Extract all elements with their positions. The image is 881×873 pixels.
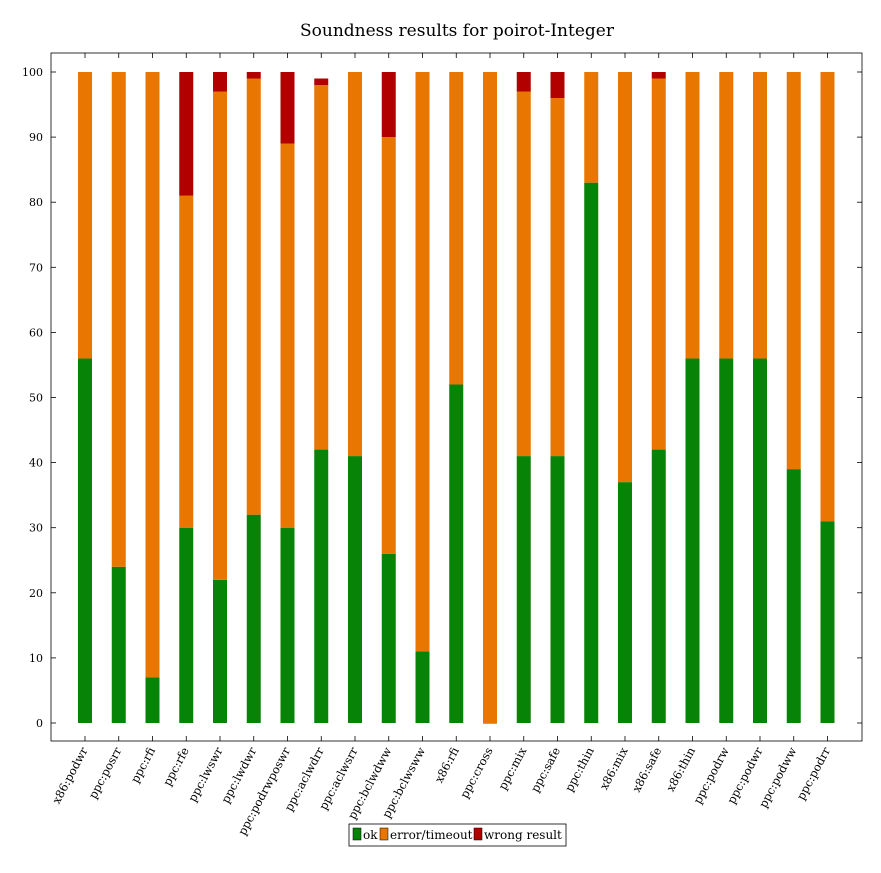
bar-segment-error-timeout-13: [516, 91, 531, 457]
bar-segment-wrong-result-4: [213, 72, 227, 92]
bar-segment-wrong-result-5: [246, 72, 261, 79]
bar-segment-error-timeout-0: [78, 72, 92, 359]
x-category-label: ppc:podrr: [794, 744, 834, 802]
bar-segment-ok-4: [213, 579, 227, 723]
chart-title: Soundness results for poirot-Integer: [300, 21, 615, 41]
bar-segment-ok-14: [550, 456, 565, 723]
bar-segment-error-timeout-2: [145, 72, 160, 678]
bar-segment-error-timeout-11: [449, 72, 464, 385]
legend-swatch-error-timeout: [379, 827, 389, 841]
bar-segment-wrong-result-7: [314, 78, 329, 86]
bar-segment-error-timeout-19: [719, 72, 734, 359]
bar-segment-ok-11: [449, 384, 464, 723]
bar-segment-ok-10: [415, 651, 430, 723]
bar-segment-ok-18: [685, 358, 700, 723]
x-category-label: x86:safe: [629, 745, 664, 795]
bar-segment-error-timeout-7: [314, 85, 329, 450]
x-category-label: ppc:thin: [562, 744, 597, 794]
bar-segment-error-timeout-17: [651, 78, 666, 450]
y-tick-label: 40: [29, 457, 43, 470]
bar-segment-ok-9: [381, 553, 396, 723]
bar-segment-wrong-result-3: [179, 72, 194, 196]
bar-segment-ok-17: [651, 449, 666, 723]
y-tick-label: 70: [29, 261, 43, 274]
bar-segment-error-timeout-5: [246, 78, 261, 515]
legend-swatch-wrong-result: [473, 827, 483, 841]
bar-segment-ok-0: [78, 358, 92, 723]
bar-segment-error-timeout-8: [348, 72, 362, 457]
y-tick-label: 10: [29, 652, 43, 665]
bar-segment-wrong-result-13: [516, 72, 531, 92]
bar-segment-error-timeout-15: [584, 72, 599, 183]
y-tick-label: 100: [22, 66, 43, 79]
bar-segment-ok-19: [719, 358, 734, 723]
bar-segment-ok-2: [145, 677, 160, 723]
legend: ok error/timeout wrong result: [348, 823, 567, 847]
bars-group: [78, 72, 835, 724]
bar-segment-wrong-result-14: [550, 72, 565, 99]
x-category-label: x86:mix: [597, 744, 631, 792]
bar-segment-error-timeout-21: [786, 72, 801, 470]
bar-segment-ok-1: [111, 566, 126, 723]
bar-segment-wrong-result-9: [381, 72, 396, 138]
x-category-label: ppc:mix: [495, 744, 529, 792]
bar-segment-wrong-result-6: [280, 72, 295, 144]
bar-segment-wrong-result-17: [651, 72, 666, 79]
x-category-label: x86:thin: [663, 744, 698, 794]
bar-segment-ok-6: [280, 527, 295, 723]
x-category-label: ppc:rfe: [160, 745, 192, 788]
bar-segment-error-timeout-1: [111, 72, 126, 567]
bar-segment-ok-20: [753, 358, 767, 723]
x-category-label: x86:podwr: [49, 744, 91, 806]
bar-segment-error-timeout-22: [820, 72, 835, 522]
bar-segment-error-timeout-4: [213, 91, 227, 580]
bar-segment-error-timeout-20: [753, 72, 767, 359]
legend-label-error-timeout: error/timeout: [390, 828, 473, 842]
bar-segment-ok-16: [618, 482, 632, 723]
y-tick-label: 50: [29, 392, 43, 405]
y-axis: 0 10 20 30 40 50 60 70 80 90 100: [22, 66, 862, 730]
bar-segment-error-timeout-16: [618, 72, 632, 483]
bar-segment-error-timeout-14: [550, 98, 565, 457]
bar-segment-ok-7: [314, 449, 329, 723]
legend-box: [348, 823, 567, 847]
y-tick-label: 60: [29, 326, 43, 339]
x-category-label: ppc:safe: [528, 745, 563, 795]
bar-segment-ok-3: [179, 527, 194, 723]
y-tick-label: 80: [29, 196, 43, 209]
bar-segment-error-timeout-10: [415, 72, 430, 652]
bar-segment-ok-13: [516, 456, 531, 723]
y-tick-label: 20: [29, 587, 43, 600]
x-category-label: x86:rfi: [432, 745, 462, 786]
legend-swatch-ok: [352, 827, 362, 841]
x-category-label: ppc:posrr: [86, 744, 125, 801]
legend-label-ok: ok: [363, 828, 378, 842]
bar-segment-ok-15: [584, 182, 599, 724]
x-category-label: ppc:rfi: [128, 745, 158, 786]
y-tick-label: 30: [29, 522, 43, 535]
bar-segment-ok-22: [820, 521, 835, 723]
bar-segment-ok-5: [246, 514, 261, 723]
bar-segment-error-timeout-18: [685, 72, 700, 359]
legend-label-wrong-result: wrong result: [484, 828, 562, 842]
y-tick-label: 0: [36, 717, 43, 730]
bar-segment-error-timeout-12: [483, 72, 497, 723]
x-category-label: ppc:cross: [457, 745, 496, 801]
bar-segment-ok-21: [786, 469, 801, 723]
y-tick-label: 90: [29, 131, 43, 144]
bar-segment-error-timeout-3: [179, 195, 194, 528]
bar-segment-ok-8: [348, 456, 362, 723]
bar-segment-error-timeout-9: [381, 137, 396, 554]
bar-segment-error-timeout-6: [280, 143, 295, 528]
